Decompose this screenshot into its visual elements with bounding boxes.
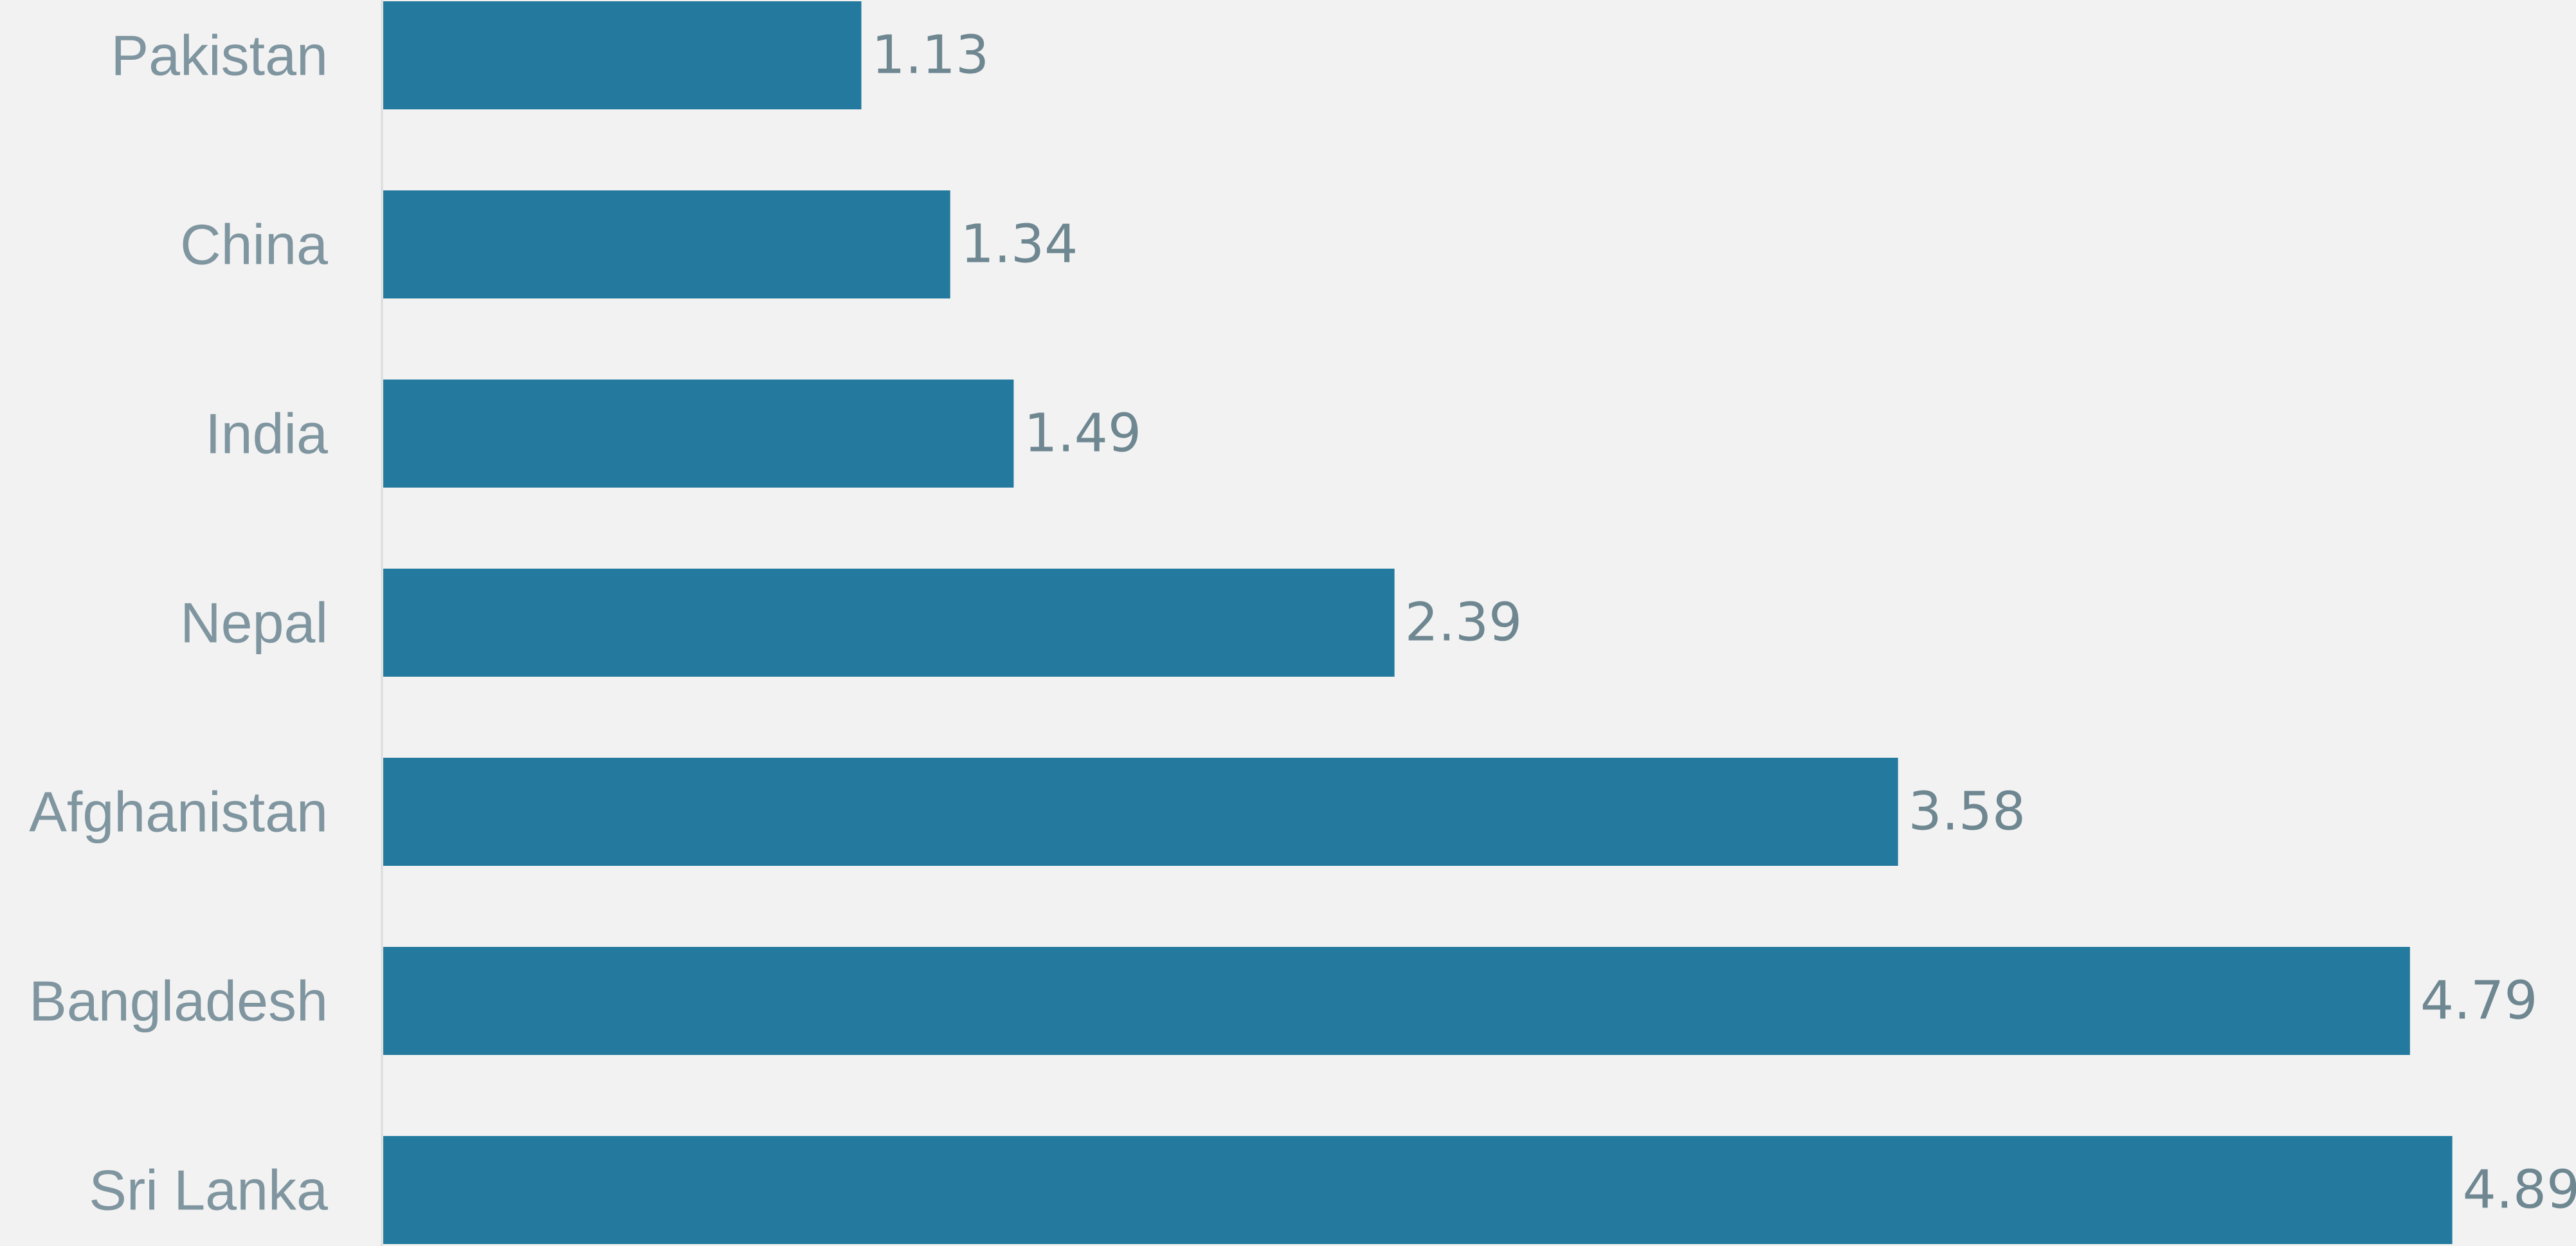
bar-afghanistan bbox=[383, 758, 1898, 866]
bar-bangladesh bbox=[383, 947, 2410, 1055]
category-label: China bbox=[180, 213, 328, 277]
value-label: 1.13 bbox=[872, 25, 990, 86]
bar-sri-lanka bbox=[383, 1136, 2453, 1244]
value-label: 1.49 bbox=[1024, 403, 1141, 464]
bar-pakistan bbox=[383, 1, 862, 109]
category-labels-layer: Pakistan China India Nepal Afghanistan Bangla… bbox=[29, 24, 328, 1222]
category-label: Pakistan bbox=[111, 24, 328, 87]
category-label: India bbox=[205, 402, 328, 466]
value-label: 4.79 bbox=[2420, 971, 2538, 1032]
category-label: Afghanistan bbox=[29, 780, 328, 844]
value-label: 1.34 bbox=[961, 214, 1078, 275]
category-label: Sri Lanka bbox=[89, 1159, 328, 1222]
bar-india bbox=[383, 380, 1014, 488]
value-label: 4.89 bbox=[2463, 1160, 2576, 1221]
bar-china bbox=[383, 190, 950, 298]
value-labels-layer: 1.13 1.34 1.49 2.39 3.58 4.79 4.89 bbox=[872, 25, 2576, 1221]
bars-layer bbox=[383, 1, 2453, 1244]
category-label: Bangladesh bbox=[29, 969, 328, 1033]
value-label: 3.58 bbox=[1909, 782, 2026, 843]
category-label: Nepal bbox=[180, 591, 328, 655]
value-label: 2.39 bbox=[1405, 592, 1523, 654]
bar-nepal bbox=[383, 569, 1395, 677]
